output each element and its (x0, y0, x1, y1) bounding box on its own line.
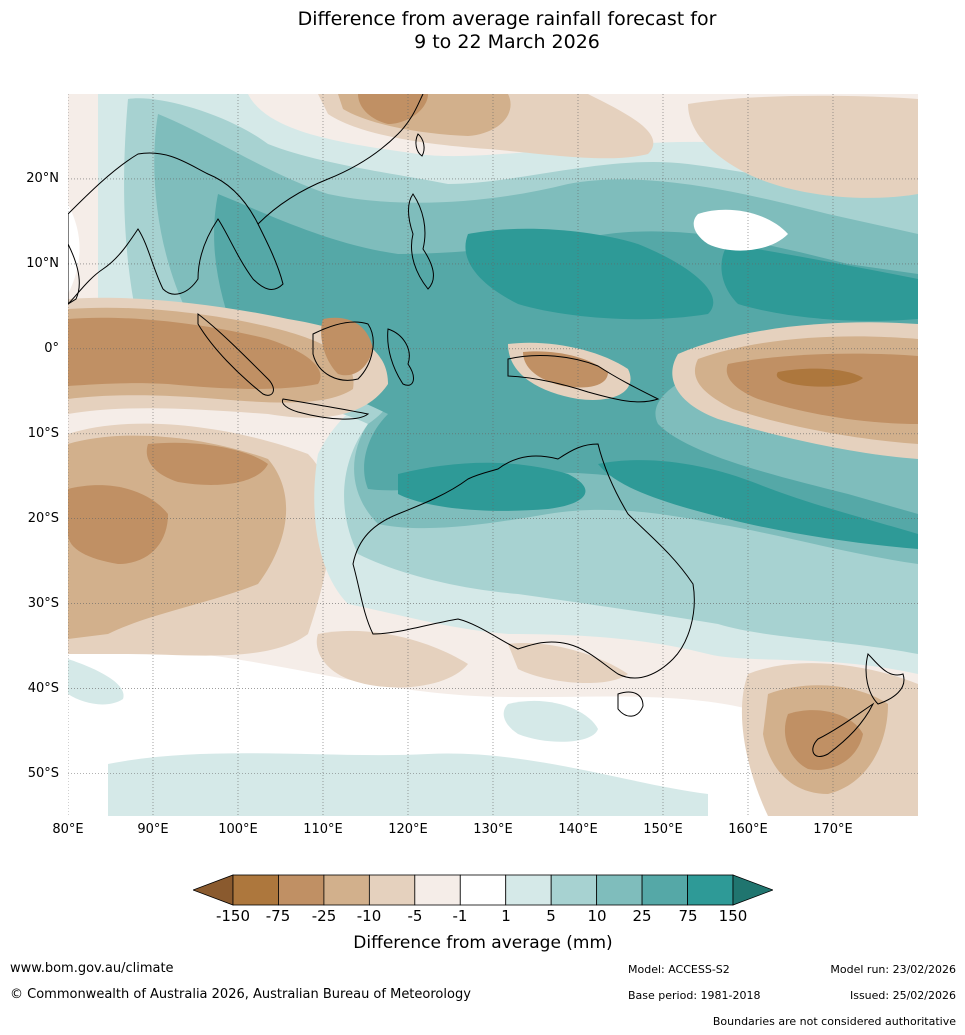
colorbar-tick: 75 (678, 907, 698, 925)
coastlines (68, 94, 905, 757)
colorbar-tick: -10 (356, 907, 382, 925)
lat-label: 10°N (26, 256, 59, 271)
colorbar (193, 874, 773, 906)
anomaly-region (776, 368, 863, 387)
lon-label: 110°E (303, 822, 343, 837)
coastline-java (281, 398, 370, 420)
issued-date: Issued: 25/02/2026 (849, 989, 956, 1002)
lat-label: 20°S (27, 511, 59, 526)
anomaly-region (523, 351, 608, 388)
anomaly-region (68, 485, 168, 564)
colorbar-tick: -25 (311, 907, 337, 925)
colorbar-bin (323, 874, 370, 906)
anomaly-region (784, 710, 863, 770)
colorbar-tick: 150 (718, 907, 748, 925)
colorbar-tick: -75 (265, 907, 291, 925)
coastline-australia (352, 443, 695, 679)
colorbar-tick: -150 (215, 907, 251, 925)
colorbar-bin (414, 874, 461, 906)
anomaly-region (68, 659, 124, 705)
colorbar-label: Difference from average (mm) (353, 933, 613, 953)
lon-label: 120°E (388, 822, 428, 837)
colorbar-tick: 10 (587, 907, 607, 925)
colorbar-extend-low (193, 874, 234, 906)
colorbar-tick: 25 (632, 907, 652, 925)
copyright: © Commonwealth of Australia 2026, Austra… (10, 987, 471, 1002)
lat-label: 10°S (27, 426, 59, 441)
anomaly-region (68, 317, 321, 389)
colorbar-tick: 5 (546, 907, 556, 925)
anomaly-region (146, 442, 268, 485)
model-name: Model: ACCESS-S2 (628, 963, 730, 976)
title-line-1: Difference from average rainfall forecas… (297, 8, 717, 30)
title-line-2: 9 to 22 March 2026 (414, 31, 600, 53)
boundary-disclaimer: Boundaries are not considered authoritat… (712, 1015, 956, 1028)
anomaly-region (721, 244, 918, 321)
graticule (68, 94, 918, 816)
coastline-china (257, 94, 424, 225)
anomaly-region (68, 204, 80, 294)
anomaly-region (508, 643, 628, 684)
lon-label: 80°E (52, 822, 84, 837)
colorbar-bin (232, 874, 279, 906)
rainfall-map (68, 94, 918, 816)
lon-label: 150°E (643, 822, 683, 837)
coastline-taiwan (415, 133, 425, 157)
lon-label: 140°E (558, 822, 598, 837)
lat-label: 20°N (26, 171, 59, 186)
anomaly-region (693, 209, 788, 251)
colorbar-bin (687, 874, 734, 906)
coastline-sulawesi (387, 328, 414, 386)
colorbar-tick: 1 (501, 907, 511, 925)
anomaly-region (398, 462, 586, 511)
lon-label: 170°E (813, 822, 853, 837)
lat-label: 50°S (27, 766, 59, 781)
colorbar-bin (459, 874, 507, 906)
coastline-new-zealand-north (865, 653, 905, 705)
colorbar-bin (278, 874, 325, 906)
coastline-asia-mainland (68, 152, 284, 305)
colorbar-bins (232, 874, 734, 906)
base-period: Base period: 1981-2018 (628, 989, 761, 1002)
colorbar-tick: -1 (452, 907, 468, 925)
lon-label: 130°E (473, 822, 513, 837)
anomaly-region (316, 630, 468, 688)
anomaly-region (503, 700, 598, 742)
model-run-date: Model run: 23/02/2026 (830, 963, 956, 976)
lat-label: 30°S (27, 596, 59, 611)
map-title: Difference from average rainfall forecas… (0, 8, 965, 54)
coastline-sumatra (197, 312, 274, 396)
colorbar-bin (641, 874, 688, 906)
colorbar-tick: -5 (407, 907, 423, 925)
website-link[interactable]: www.bom.gov.au/climate (10, 961, 174, 976)
anomaly-region (465, 228, 714, 320)
lon-label: 100°E (218, 822, 258, 837)
coastline-philippines (408, 193, 434, 290)
anomaly-region (321, 317, 373, 376)
coastline-tasmania (617, 691, 644, 717)
coastline-india (68, 243, 80, 305)
lon-label: 160°E (728, 822, 768, 837)
rainfall-map-svg (68, 94, 918, 816)
colorbar-bin (550, 874, 598, 906)
anomaly-region (358, 94, 428, 124)
anomaly-region (726, 353, 918, 424)
colorbar-bin (505, 874, 552, 906)
coastline-borneo (312, 321, 374, 381)
lat-label: 40°S (27, 681, 59, 696)
colorbar-extend-high (732, 874, 773, 906)
lat-label: 0° (44, 341, 59, 356)
colorbar-bin (368, 874, 416, 906)
coastline-new-zealand-south (812, 702, 875, 757)
anomaly-region (68, 435, 287, 639)
coastline-new-guinea (507, 355, 660, 403)
anomaly-region (688, 95, 918, 198)
anomaly-region (598, 460, 918, 549)
lon-label: 90°E (137, 822, 169, 837)
colorbar-bin (596, 874, 643, 906)
